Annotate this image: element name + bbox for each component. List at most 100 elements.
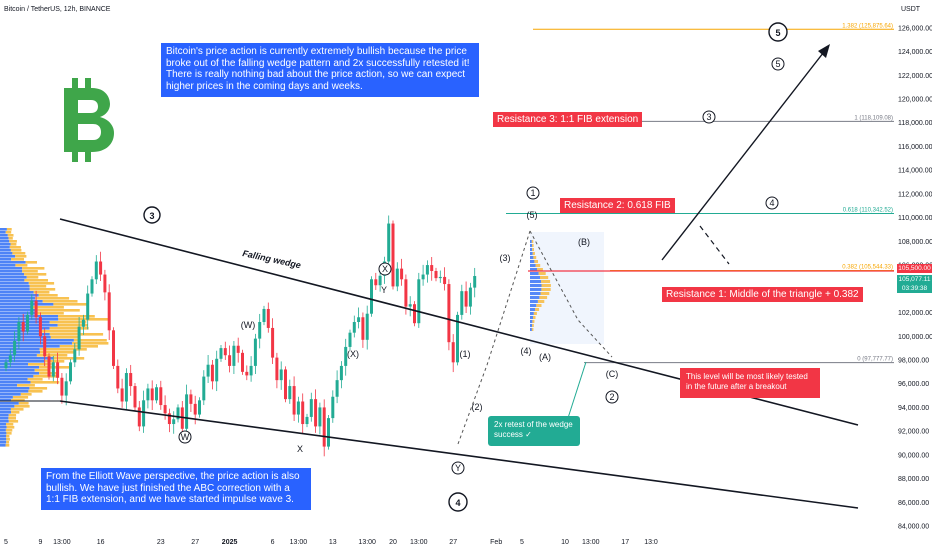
candle (249, 365, 253, 376)
zone-volume-bar (532, 244, 534, 247)
resistance-3-label: Resistance 3: 1:1 FIB extension (493, 112, 643, 127)
candle (271, 327, 275, 358)
volume-bar (0, 399, 12, 402)
fib-label: 1 (118,109.08) (854, 115, 893, 121)
volume-bar (15, 264, 28, 267)
volume-bar (0, 231, 6, 234)
arrow-head (818, 44, 830, 58)
volume-bar (12, 396, 29, 399)
date-tick: 2025 (222, 539, 238, 546)
volume-bar (18, 402, 29, 405)
volume-bar (15, 255, 27, 258)
candle (275, 357, 279, 381)
candle (30, 300, 34, 315)
volume-bar (28, 363, 52, 366)
volume-bar (53, 303, 88, 306)
volume-bar (0, 441, 7, 444)
candle (391, 223, 395, 287)
zone-volume-bar (530, 276, 540, 279)
candle (344, 346, 348, 366)
volume-bar (0, 306, 33, 309)
wave-circle (451, 461, 465, 475)
candle (335, 380, 339, 397)
price-tick: 100,000.00 (898, 334, 932, 341)
candle (253, 338, 257, 366)
candle (51, 362, 55, 377)
zone-volume-bar (537, 268, 543, 271)
zone-volume-bar (532, 248, 534, 251)
volume-bar (35, 312, 64, 315)
price-tick: 96,000.00 (898, 381, 929, 388)
price-tick: 114,000.00 (898, 168, 932, 175)
wave-label: Y (381, 285, 387, 295)
volume-bar (0, 375, 34, 378)
candle (215, 358, 219, 382)
wave-label: (C) (606, 369, 619, 379)
volume-bar (32, 306, 64, 309)
candle (473, 276, 477, 288)
volume-bar (0, 228, 7, 231)
volume-bar (0, 354, 37, 357)
date-tick: 13:00 (358, 539, 376, 546)
candle (206, 364, 210, 377)
retest-note: 2x retest of the wedge success ✓ (488, 416, 580, 446)
wave-label: 5 (775, 59, 780, 69)
zone-volume-bar (531, 328, 534, 331)
volume-bar (8, 414, 17, 417)
candle (223, 348, 227, 356)
resistance-1-label: Resistance 1: Middle of the triangle + 0… (662, 287, 863, 302)
volume-bar (6, 432, 12, 435)
wave-circle (526, 186, 540, 200)
volume-bar (11, 258, 24, 261)
volume-bar (0, 402, 19, 405)
candle (361, 317, 365, 340)
zone-volume-bar (530, 248, 533, 251)
zone-volume-bar (540, 292, 550, 295)
candle (99, 261, 103, 275)
price-tick: 84,000.00 (898, 524, 929, 531)
volume-bar (0, 234, 8, 237)
volume-bar (8, 420, 19, 423)
wedge-lower-line (59, 400, 859, 509)
volume-bar (73, 339, 107, 342)
candle (172, 419, 176, 425)
volume-bar (0, 384, 18, 387)
zone-volume-bar (541, 288, 551, 291)
candle (77, 326, 81, 350)
candle (60, 377, 64, 396)
zone-volume-bar (533, 316, 536, 319)
volume-bar (0, 420, 9, 423)
volume-bar (58, 315, 95, 318)
current-price-badge: 105,077.11 (897, 275, 932, 284)
date-tick: 27 (191, 539, 199, 546)
date-tick: 23 (157, 539, 165, 546)
fib-label: 0.382 (105,544.33) (842, 264, 893, 270)
wave-circle (765, 196, 779, 210)
wave-circle (143, 206, 161, 224)
candle (348, 332, 352, 347)
candles (4, 215, 477, 457)
wave-circle (702, 110, 716, 124)
volume-bar (0, 255, 16, 258)
zone-volume-bar (530, 264, 536, 267)
candle (365, 313, 369, 340)
volume-bar (10, 408, 24, 411)
candle (425, 265, 429, 275)
zone-volume-bar (530, 324, 533, 327)
volume-bar (0, 387, 30, 390)
wave-label: 5 (775, 28, 780, 38)
level-note: This level will be most likely tested in… (680, 368, 820, 398)
volume-bar (0, 309, 38, 312)
candle (228, 355, 232, 366)
candle (107, 292, 111, 331)
volume-bar (33, 375, 59, 378)
candle (408, 304, 412, 307)
volume-bar (38, 294, 58, 297)
candle (17, 322, 21, 341)
zone-volume-bar (530, 244, 532, 247)
volume-bar (11, 411, 20, 414)
correction-path (529, 230, 613, 358)
volume-bar (0, 405, 15, 408)
candle (185, 394, 189, 429)
